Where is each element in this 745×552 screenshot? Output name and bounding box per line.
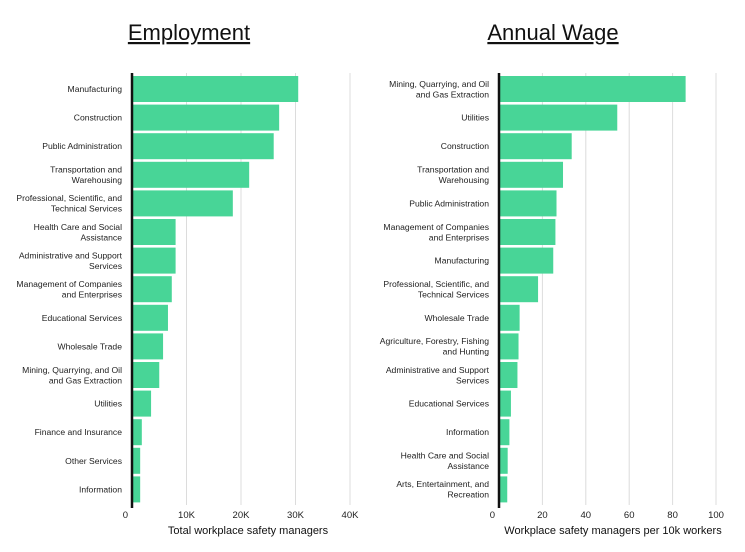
category-label: Manufacturing [435, 256, 490, 266]
category-label: Management of Companies and Enterprises [383, 222, 489, 243]
x-tick-label: 40K [342, 510, 360, 521]
chart-title: Employment [128, 20, 250, 45]
category-label: Agriculture, Forestry, Fishing and Huntin… [380, 336, 489, 357]
x-axis-label: Workplace safety managers per 10k worker… [504, 525, 722, 537]
category-label: Construction [74, 113, 122, 123]
category-label: Public Administration [42, 141, 122, 151]
category-label: Educational Services [409, 399, 489, 409]
category-label: Utilities [94, 399, 122, 409]
x-tick-label: 80 [667, 510, 678, 521]
category-label: Health Care and Social Assistance [401, 451, 490, 472]
category-label: Transportation and Warehousing [417, 165, 489, 186]
category-label: Finance and Insurance [35, 427, 123, 437]
x-tick-label: 60 [624, 510, 635, 521]
bar [132, 133, 274, 160]
category-label: Administrative and Support Services [19, 250, 123, 271]
bar [132, 161, 250, 188]
bar [499, 190, 557, 217]
bar [132, 333, 164, 360]
x-tick-label: 30K [287, 510, 305, 521]
bar [132, 190, 233, 217]
category-label: Transportation and Warehousing [50, 165, 122, 186]
category-label: Information [446, 427, 489, 437]
category-label: Wholesale Trade [58, 341, 123, 351]
bar [132, 362, 160, 388]
bar [499, 447, 508, 474]
bar [499, 390, 511, 417]
bar [132, 447, 141, 474]
bar [499, 219, 556, 245]
bar [499, 333, 519, 360]
bar [499, 104, 618, 131]
x-tick-label: 0 [490, 510, 495, 521]
category-label: Professional, Scientific, and Technical S… [16, 193, 122, 214]
category-label: Information [79, 484, 122, 494]
x-tick-label: 20 [537, 510, 548, 521]
category-label: Manufacturing [68, 84, 123, 94]
x-tick-label: 0 [123, 510, 128, 521]
bar [499, 76, 686, 102]
bar [499, 304, 520, 331]
bar [499, 419, 510, 446]
category-label: Management of Companies and Enterprises [16, 279, 122, 300]
category-label: Utilities [461, 113, 489, 123]
bar [132, 104, 280, 131]
category-label: Wholesale Trade [425, 313, 490, 323]
bar [499, 276, 539, 303]
category-label: Arts, Entertainment, and Recreation [396, 479, 489, 500]
category-label: Mining, Quarrying, and Oil and Gas Extrac… [22, 365, 122, 386]
bar [132, 247, 176, 274]
category-label: Construction [441, 141, 489, 151]
bar [132, 476, 141, 503]
bar [132, 276, 172, 303]
bar [499, 133, 572, 160]
chart-title: Annual Wage [487, 20, 618, 45]
category-label: Public Administration [409, 198, 489, 208]
chart-employment: Employment Manufacturing Construction Publi… [16, 20, 359, 537]
category-label: Administrative and Support Services [386, 365, 490, 386]
bar [132, 304, 168, 331]
category-label: Professional, Scientific, and Technical S… [383, 279, 489, 300]
x-tick-label: 100 [708, 510, 724, 521]
bar [132, 390, 152, 417]
x-tick-label: 10K [178, 510, 196, 521]
category-label: Other Services [65, 456, 122, 466]
x-axis-label: Total workplace safety managers [168, 525, 329, 537]
bar [499, 247, 554, 274]
bar [132, 76, 299, 102]
x-tick-label: 20K [233, 510, 251, 521]
category-label: Mining, Quarrying, and Oil and Gas Extrac… [389, 79, 489, 100]
bar [499, 161, 564, 188]
bar [499, 476, 508, 503]
chart-annual-wage: Annual Wage Mining, Quarrying, and Oil and… [380, 20, 724, 537]
bar [132, 419, 142, 446]
category-label: Health Care and Social Assistance [34, 222, 123, 243]
bar [132, 219, 176, 245]
x-tick-label: 40 [581, 510, 592, 521]
category-label: Educational Services [42, 313, 122, 323]
bar [499, 362, 518, 388]
